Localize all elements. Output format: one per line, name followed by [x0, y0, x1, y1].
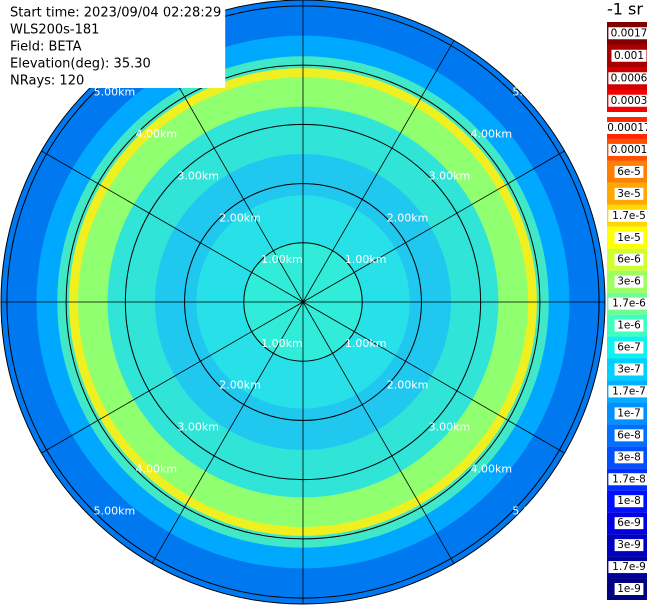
range-ring: [124, 123, 482, 481]
colorbar-label-bg: [614, 341, 644, 354]
colorbar-label: 1e-6: [617, 320, 641, 332]
colorbar-label-bg: [605, 121, 647, 134]
colorbar-label: 0.0017: [611, 27, 647, 39]
colorbar-label-bg: [614, 517, 644, 530]
colorbar-label-bg: [608, 72, 647, 85]
colorbar-label: 6e-5: [617, 166, 641, 178]
colorbar-label-bg: [614, 275, 644, 288]
range-ring: [184, 183, 422, 421]
ring-label: 2.00km: [219, 211, 261, 224]
colorbar-label-bg: [614, 363, 644, 376]
range-ring: [65, 64, 541, 540]
colorbar-label: 3e-8: [617, 451, 641, 463]
colorbar-label-bg: [608, 561, 647, 574]
ring-label: 4.00km: [470, 128, 512, 141]
colorbar-label-bg: [614, 165, 644, 178]
spoke: [151, 301, 304, 564]
spoke: [302, 301, 565, 454]
colorbar-label-bg: [614, 429, 644, 442]
colorbar-label-bg: [611, 49, 647, 62]
colorbar-label-bg: [608, 94, 647, 107]
ring-label: 3.00km: [177, 169, 219, 182]
info-line: NRays: 120: [10, 74, 84, 89]
colorbar-label: 0.0001: [611, 144, 647, 156]
colorbar-label: 1e-8: [617, 495, 641, 507]
colorbar-label: 0.00017: [607, 122, 647, 134]
range-ring: [243, 242, 363, 362]
colorbar-label-bg: [608, 473, 647, 486]
colorbar-label-bg: [608, 143, 647, 156]
colorbar-label-bg: [614, 187, 644, 200]
colorbar-label: 1e-9: [617, 583, 641, 595]
ring-label: 4.00km: [136, 462, 178, 475]
ring-label: 2.00km: [387, 211, 429, 224]
ring-label: 2.00km: [219, 379, 261, 392]
ring-label: 4.00km: [470, 462, 512, 475]
spoke: [302, 301, 455, 564]
colorbar-label-bg: [608, 385, 647, 398]
colorbar-label-bg: [614, 583, 644, 596]
colorbar-label-bg: [608, 209, 647, 222]
ring-label: 4.00km: [136, 128, 178, 141]
ring-label: 3.00km: [177, 421, 219, 434]
range-ring: [6, 5, 600, 599]
colorbar-label: 6e-6: [617, 254, 641, 266]
ring-label: 3.00km: [429, 421, 471, 434]
info-box: [0, 4, 226, 88]
colorbar-label: 3e-9: [617, 539, 641, 551]
ring-label: 2.00km: [387, 379, 429, 392]
colorbar-label: 1.7e-6: [612, 298, 646, 310]
colorbar-label: 0.0006: [611, 72, 647, 84]
ring-label: 1.00km: [261, 253, 303, 266]
colorbar-label: 1.7e-5: [612, 210, 646, 222]
colorbar-label: 3e-5: [617, 188, 641, 200]
colorbar-label-bg: [614, 451, 644, 464]
spoke: [41, 150, 304, 303]
ring-label: 5.00km: [512, 86, 554, 99]
info-line: Field: BETA: [10, 40, 82, 55]
info-line: Start time: 2023/09/04 02:28:29: [10, 6, 221, 21]
colorbar-label-bg: [614, 407, 644, 420]
colorbar-title: -1 sr: [607, 0, 643, 19]
colorbar-label: 1.7e-7: [612, 385, 646, 397]
colorbar-label-bg: [614, 319, 644, 332]
ring-label: 5.00km: [94, 86, 136, 99]
colorbar-label: 6e-9: [617, 517, 641, 529]
colorbar-label-bg: [608, 27, 647, 40]
colorbar-label-bg: [608, 297, 647, 310]
ring-label: 5.00km: [94, 504, 136, 517]
colorbar-label-bg: [614, 495, 644, 508]
spoke: [302, 40, 455, 303]
colorbar-label: 3e-6: [617, 276, 641, 288]
info-line: WLS200s-181: [10, 23, 99, 38]
colorbar-label-bg: [614, 231, 644, 244]
ring-label: 5.00km: [512, 504, 554, 517]
colorbar-label: 1.7e-9: [612, 561, 646, 573]
ring-label: 1.00km: [261, 337, 303, 350]
colorbar-label: 6e-7: [617, 342, 641, 354]
colorbar-label: 1.7e-8: [612, 473, 646, 485]
colorbar-label: 3e-7: [617, 363, 641, 375]
colorbar-label: 1e-7: [617, 407, 641, 419]
colorbar-label: 6e-8: [617, 429, 641, 441]
colorbar-label: 0.001: [614, 50, 644, 62]
colorbar-label-bg: [614, 253, 644, 266]
ring-label: 1.00km: [345, 337, 387, 350]
spoke: [302, 150, 565, 303]
ring-label: 3.00km: [429, 169, 471, 182]
ring-label: 1.00km: [345, 253, 387, 266]
colorbar-label: 0.0003: [611, 95, 647, 107]
info-line: Elevation(deg): 35.30: [10, 57, 151, 72]
colorbar-label: 1e-5: [617, 232, 641, 244]
spoke: [41, 301, 304, 454]
colorbar-label-bg: [614, 539, 644, 552]
